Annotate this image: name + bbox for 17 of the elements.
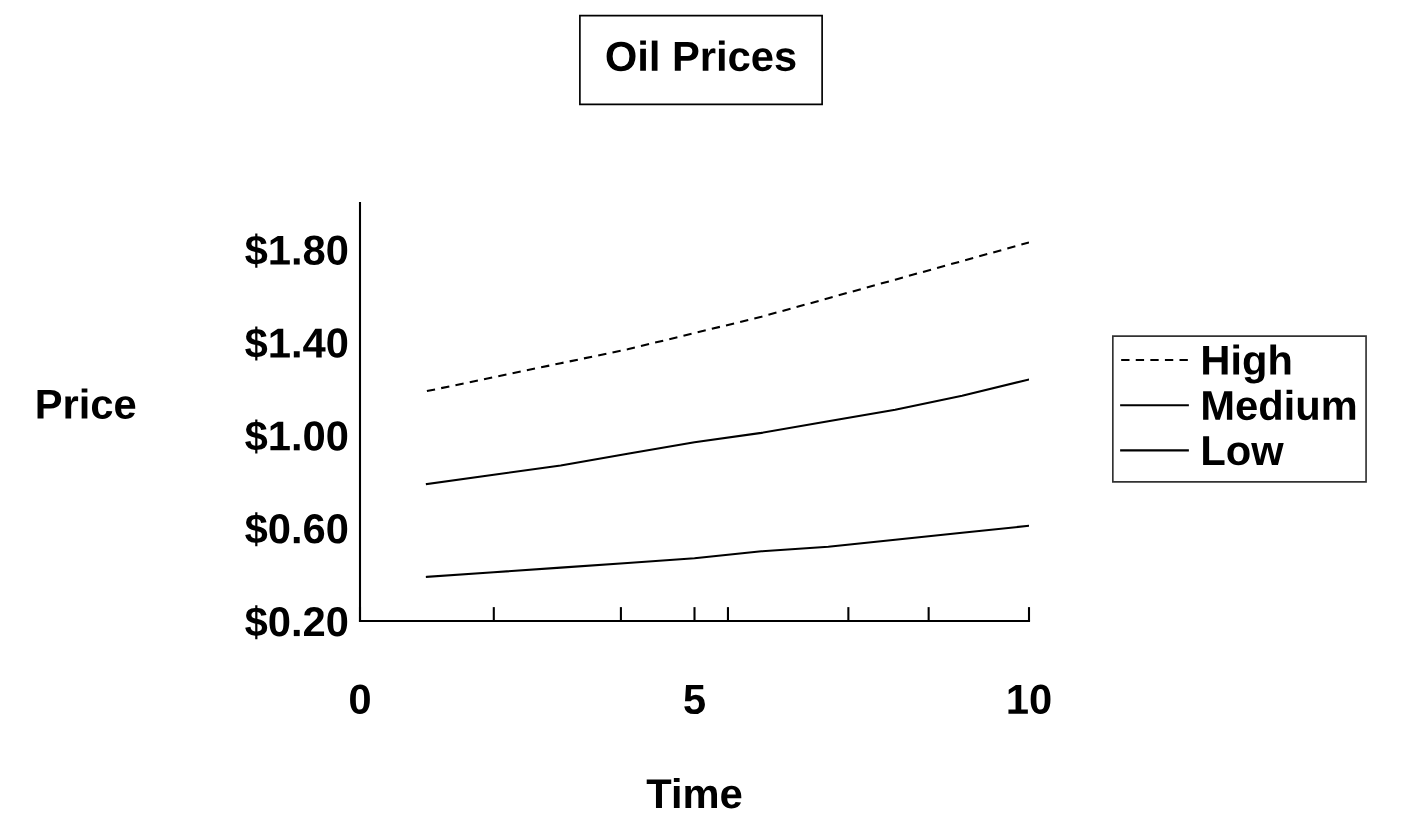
x-tick-label: 5	[684, 685, 705, 715]
line-series	[425, 378, 1029, 486]
y-tick-label: $1.40	[245, 326, 348, 361]
chart-title: Oil Prices	[606, 40, 796, 72]
x-axis-title: Time	[646, 777, 742, 809]
y-tick-label: $0.20	[245, 605, 348, 640]
legend-label: Low	[1203, 436, 1284, 466]
line-series	[425, 524, 1029, 578]
legend-label: High	[1203, 344, 1291, 384]
y-axis-title: Price	[37, 388, 136, 419]
y-tick-label: $1.00	[245, 419, 348, 454]
y-tick-label: $1.80	[245, 233, 348, 268]
y-tick-label: $0.60	[245, 512, 348, 547]
x-tick-label: 10	[1008, 684, 1051, 715]
line-series	[425, 241, 1029, 393]
legend-label: Medium	[1203, 389, 1356, 421]
x-tick-label: 0	[350, 684, 370, 715]
